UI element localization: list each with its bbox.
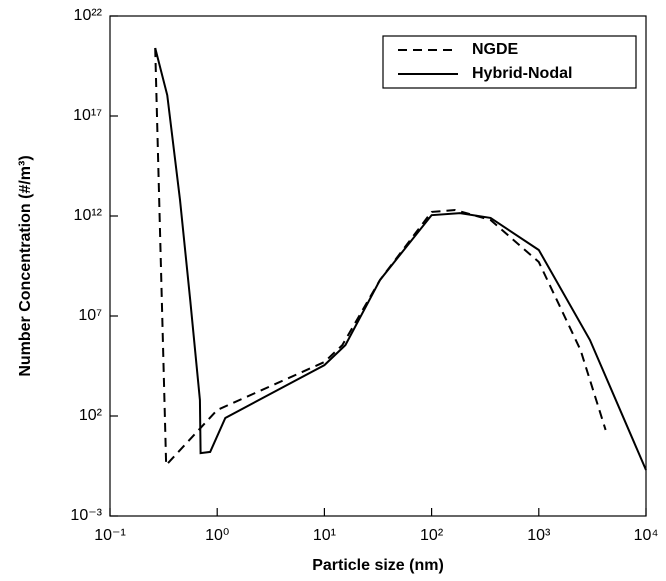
x-tick-label: 10⁻¹ [94,527,126,544]
y-axis-label: Number Concentration (#/m³) [17,155,34,376]
data-line [154,48,607,468]
y-tick-label: 10¹⁷ [73,107,102,124]
x-tick-label: 10³ [527,527,551,544]
y-tick-label: 10²² [74,7,103,24]
y-tick-label: 10² [79,407,103,424]
x-tick-label: 10⁰ [205,527,229,544]
y-tick-label: 10⁷ [78,307,102,324]
legend-box [382,35,637,89]
x-tick-label: 10¹ [313,527,336,544]
x-axis-label: Particle size (nm) [312,557,444,574]
x-tick-label: 10² [420,527,444,544]
x-tick-label: 10⁴ [634,527,659,544]
legend-label: Hybrid-Nodal [472,65,572,82]
y-tick-label: 10⁻³ [70,507,102,524]
y-tick-label: 10¹² [74,207,103,224]
legend-label: NGDE [472,41,519,58]
data-line [154,47,647,471]
plot-frame [109,15,647,517]
